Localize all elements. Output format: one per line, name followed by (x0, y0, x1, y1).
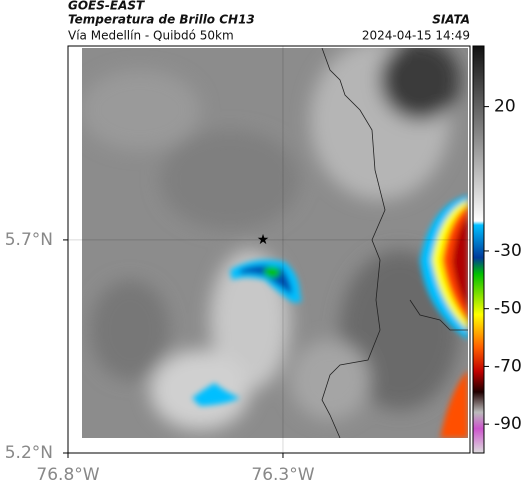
colorbar-tick-label: -50 (494, 299, 522, 319)
colorbar (472, 45, 485, 454)
colorbar-tick-label: 20 (494, 97, 516, 117)
colorbar-tick-label: -30 (494, 241, 522, 261)
y-tick-label: 5.2°N (5, 443, 53, 463)
x-tick-label: 76.3°W (251, 465, 314, 485)
location-marker: ★ (257, 232, 270, 248)
satellite-image (82, 48, 468, 438)
x-tick-label: 76.8°W (36, 465, 99, 485)
title: Temperatura de Brillo CH13 (68, 13, 255, 27)
timestamp: 2024-04-15 14:49 (362, 29, 470, 43)
colorbar-tick-label: -70 (494, 356, 522, 376)
subtitle: Vía Medellín - Quibdó 50km (68, 29, 234, 43)
brand: SIATA (432, 13, 470, 27)
y-tick-label: 5.7°N (5, 230, 53, 250)
source: GOES-EAST (68, 0, 145, 13)
colorbar-tick-label: -90 (494, 414, 522, 434)
